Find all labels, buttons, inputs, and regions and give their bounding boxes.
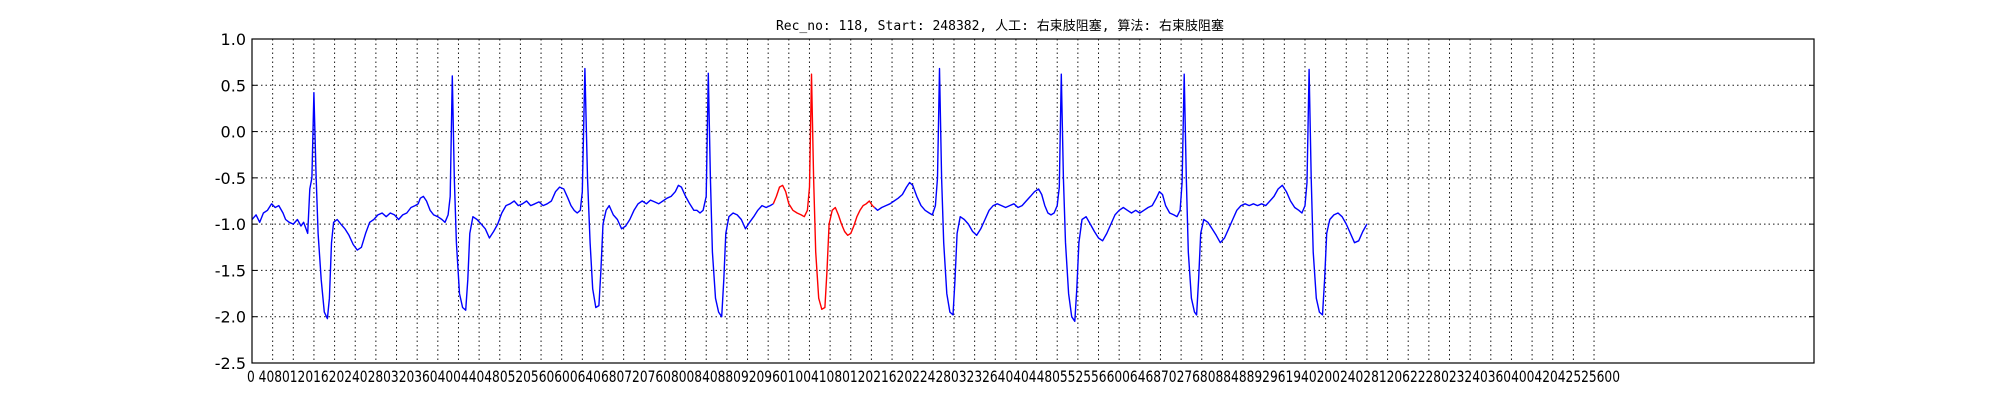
x-tick-labels: 0 40801201620240280320360400440480520560… (247, 367, 1620, 386)
y-tick-label: -2.5 (215, 354, 246, 373)
ecg-signal-trace (251, 67, 774, 320)
y-tick-label: 1.0 (221, 30, 246, 49)
highlighted-beat-trace (772, 73, 875, 310)
chart-title: Rec_no: 118, Start: 248382, 人工: 右束肢阻塞, 算… (776, 18, 1224, 34)
ecg-signal-trace (874, 67, 1368, 322)
signal-traces (251, 67, 1368, 322)
plot-frame (251, 38, 1815, 364)
y-tick-label: 0.0 (221, 123, 246, 142)
y-tick-label: -0.5 (215, 169, 246, 188)
y-tick-label: -1.5 (215, 261, 246, 280)
y-tick-label: -2.0 (215, 308, 246, 327)
y-axis-ticks: 1.0 0.5 0.0 -0.5 -1.0 -1.5 -2.0 -2.5 (215, 30, 1814, 373)
y-tick-label: 0.5 (221, 76, 246, 95)
grid-lines (252, 39, 1814, 363)
y-tick-label: -1.0 (215, 215, 246, 234)
